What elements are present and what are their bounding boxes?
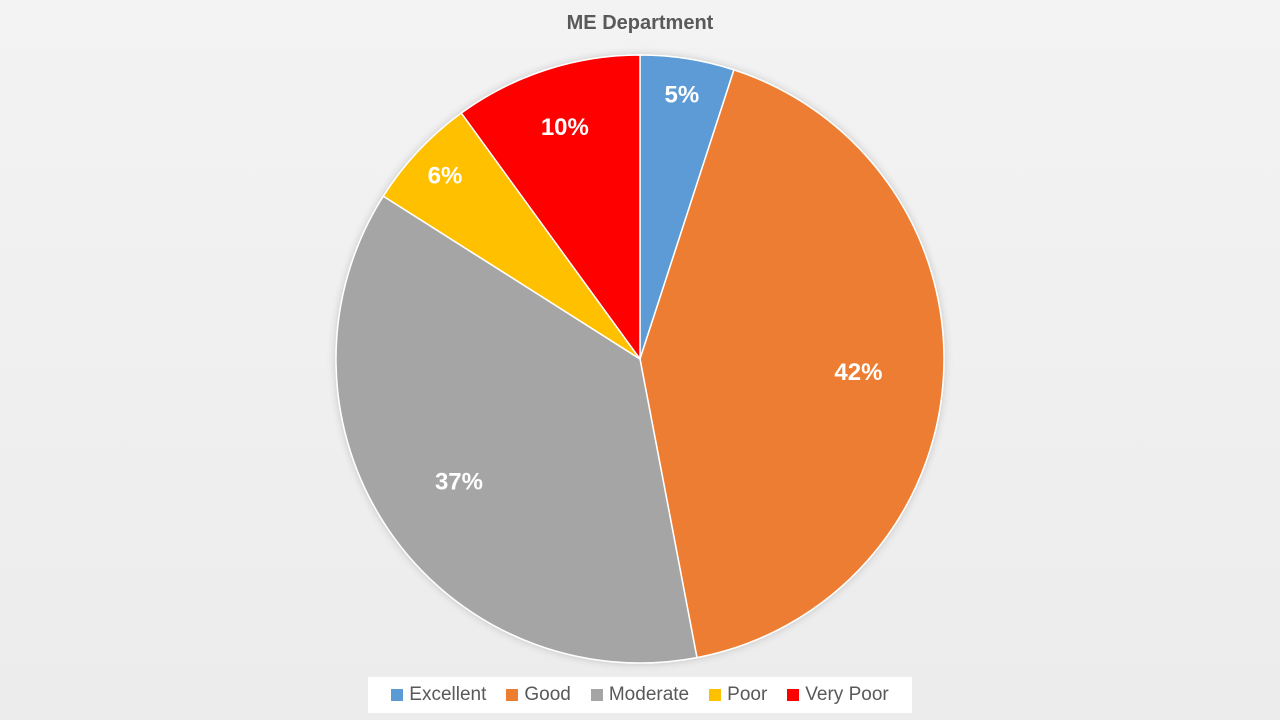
legend-swatch [590,689,603,701]
legend-label: Moderate [608,684,690,705]
pie-slice-good [639,68,945,659]
data-label-poor: 6% [428,162,463,189]
chart-title: ME Department [566,12,714,34]
legend-item-excellent: Excellent [391,684,486,706]
legend-label: Poor [727,684,768,705]
data-label-good: 42% [834,359,882,386]
legend-label: Excellent [409,684,487,705]
legend-item-moderate: Moderate [590,684,690,706]
legend-swatch [506,689,519,701]
legend-item-poor: Poor [709,684,767,706]
data-label-very-poor: 10% [541,114,589,141]
legend-label: Good [524,684,571,705]
pie-slice-very-poor [460,54,641,362]
legend-swatch [391,689,404,701]
legend: Excellent Good Moderate Poor Very Poor [368,677,912,713]
legend-swatch [787,689,800,701]
legend-item-good: Good [506,684,571,706]
data-label-moderate: 37% [435,469,483,496]
data-label-excellent: 5% [665,81,700,108]
legend-item-very-poor: Very Poor [787,684,889,706]
legend-swatch [709,689,722,701]
pie-slice-moderate [335,195,698,664]
legend-label: Very Poor [805,684,889,705]
